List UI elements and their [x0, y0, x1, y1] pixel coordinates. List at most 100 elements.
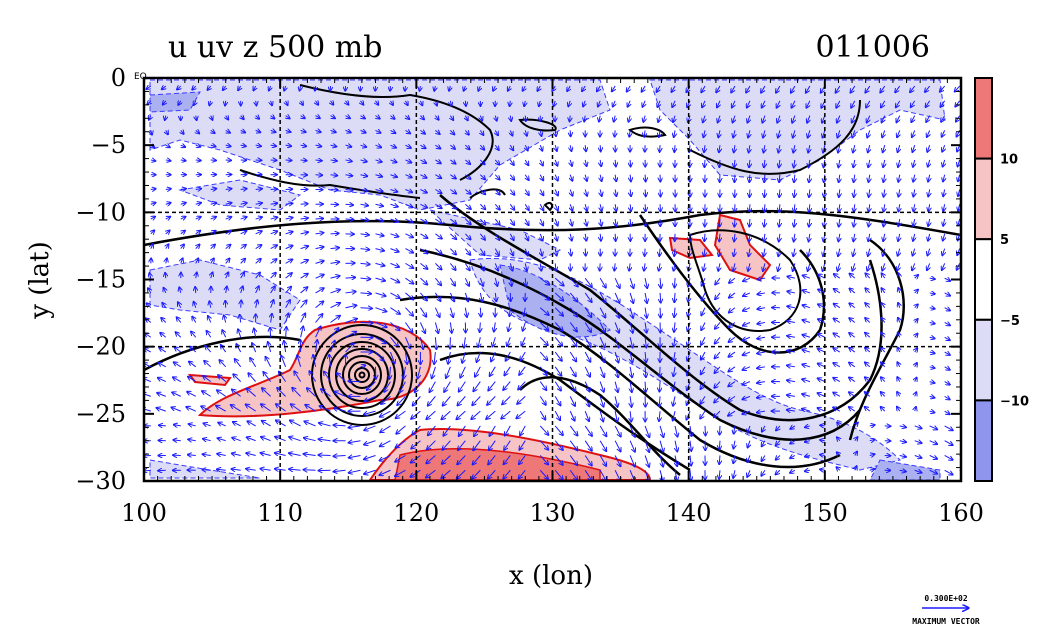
wind-vector: [673, 115, 675, 122]
wind-vector: [645, 248, 646, 256]
wind-vector: [703, 130, 705, 137]
wind-vector: [460, 366, 466, 378]
wind-vector: [403, 366, 405, 379]
wind-vector: [674, 263, 675, 270]
wind-vector: [554, 100, 556, 106]
wind-vector: [540, 263, 541, 270]
wind-vector: [157, 408, 166, 412]
wind-vector: [246, 453, 256, 455]
wind-vector: [585, 145, 586, 151]
wind-vector: [405, 262, 413, 268]
wind-vector: [375, 307, 386, 312]
wind-vector: [569, 307, 577, 317]
wind-vector: [645, 337, 646, 347]
wind-vector: [539, 396, 546, 404]
y-tick-label: −20: [75, 333, 126, 361]
wind-vector: [165, 217, 171, 219]
wind-vector: [381, 395, 391, 404]
wind-vector: [615, 130, 616, 136]
wind-vector: [271, 101, 272, 105]
wind-vector: [675, 470, 677, 481]
wind-vector: [465, 100, 466, 106]
wind-vector: [208, 86, 211, 90]
wind-vector: [629, 130, 630, 136]
wind-vector: [659, 263, 660, 270]
wind-vector: [701, 292, 706, 301]
wind-vector: [714, 396, 721, 402]
wind-vector: [700, 396, 706, 403]
wind-vector: [211, 130, 215, 133]
wind-vector: [630, 396, 631, 406]
wind-vector: [345, 305, 357, 307]
wind-vector: [599, 455, 606, 465]
wind-vector: [240, 130, 245, 132]
wind-vector: [390, 277, 399, 282]
wind-vector: [734, 219, 735, 226]
wind-vector: [186, 407, 196, 412]
wind-vector: [494, 233, 499, 240]
wind-vector: [405, 189, 412, 192]
wind-vector: [360, 175, 368, 177]
wind-vector: [158, 378, 167, 383]
wind-vector: [701, 381, 706, 389]
wind-vector: [195, 217, 201, 219]
wind-vector: [226, 116, 228, 120]
wind-vector: [225, 189, 232, 190]
wind-vector: [540, 204, 543, 210]
wind-vector: [614, 337, 619, 347]
wind-vector: [420, 100, 422, 105]
wind-vector: [420, 116, 424, 120]
wind-vector: [434, 351, 435, 364]
colorbar-label: −10: [1000, 394, 1029, 409]
wind-vector: [642, 85, 645, 92]
wind-vector: [582, 85, 585, 91]
wind-vector: [659, 440, 663, 452]
wind-vector: [285, 232, 293, 234]
wind-vector: [150, 160, 156, 161]
wind-vector: [555, 218, 557, 225]
wind-vector: [464, 85, 466, 91]
wind-vector: [464, 263, 469, 270]
wind-vector: [687, 366, 690, 376]
wind-vector: [540, 144, 542, 151]
wind-vector: [645, 189, 646, 196]
wind-vector: [390, 101, 393, 105]
wind-vector: [449, 277, 455, 285]
wind-vector: [390, 322, 399, 330]
wind-vector: [330, 248, 339, 249]
wind-vector: [488, 469, 496, 478]
wind-vector: [252, 343, 257, 353]
wind-vector: [315, 247, 324, 249]
wind-vector: [479, 233, 485, 240]
x-tick-label: 140: [666, 499, 712, 527]
colorbar-label: −5: [1000, 314, 1020, 329]
wind-vector: [465, 203, 470, 209]
x-tick-label: 130: [530, 499, 576, 527]
wind-vector: [749, 174, 750, 182]
wind-vector: [539, 277, 549, 285]
wind-vector: [375, 101, 378, 105]
wind-vector: [480, 277, 483, 286]
wind-vector: [489, 425, 496, 436]
wind-vector: [331, 116, 335, 119]
wind-vector: [570, 189, 572, 195]
wind-vector: [443, 425, 451, 436]
wind-vector: [405, 277, 413, 283]
wind-vector: [687, 381, 690, 391]
wind-vector: [181, 244, 184, 248]
wind-vector: [375, 292, 385, 296]
wind-vector: [415, 381, 421, 393]
wind-vector: [395, 455, 406, 461]
wind-vector: [525, 218, 528, 225]
wind-vector: [701, 337, 706, 345]
wind-vector: [585, 174, 587, 181]
wind-vector: [457, 455, 466, 464]
x-tick-label: 100: [121, 499, 167, 527]
wind-vector: [208, 316, 211, 323]
wind-vector: [465, 174, 470, 179]
x-tick-label: 110: [257, 499, 303, 527]
wind-vector: [207, 331, 212, 338]
wind-vector: [261, 404, 271, 412]
wind-vector: [389, 351, 394, 363]
wind-vector: [150, 203, 156, 205]
